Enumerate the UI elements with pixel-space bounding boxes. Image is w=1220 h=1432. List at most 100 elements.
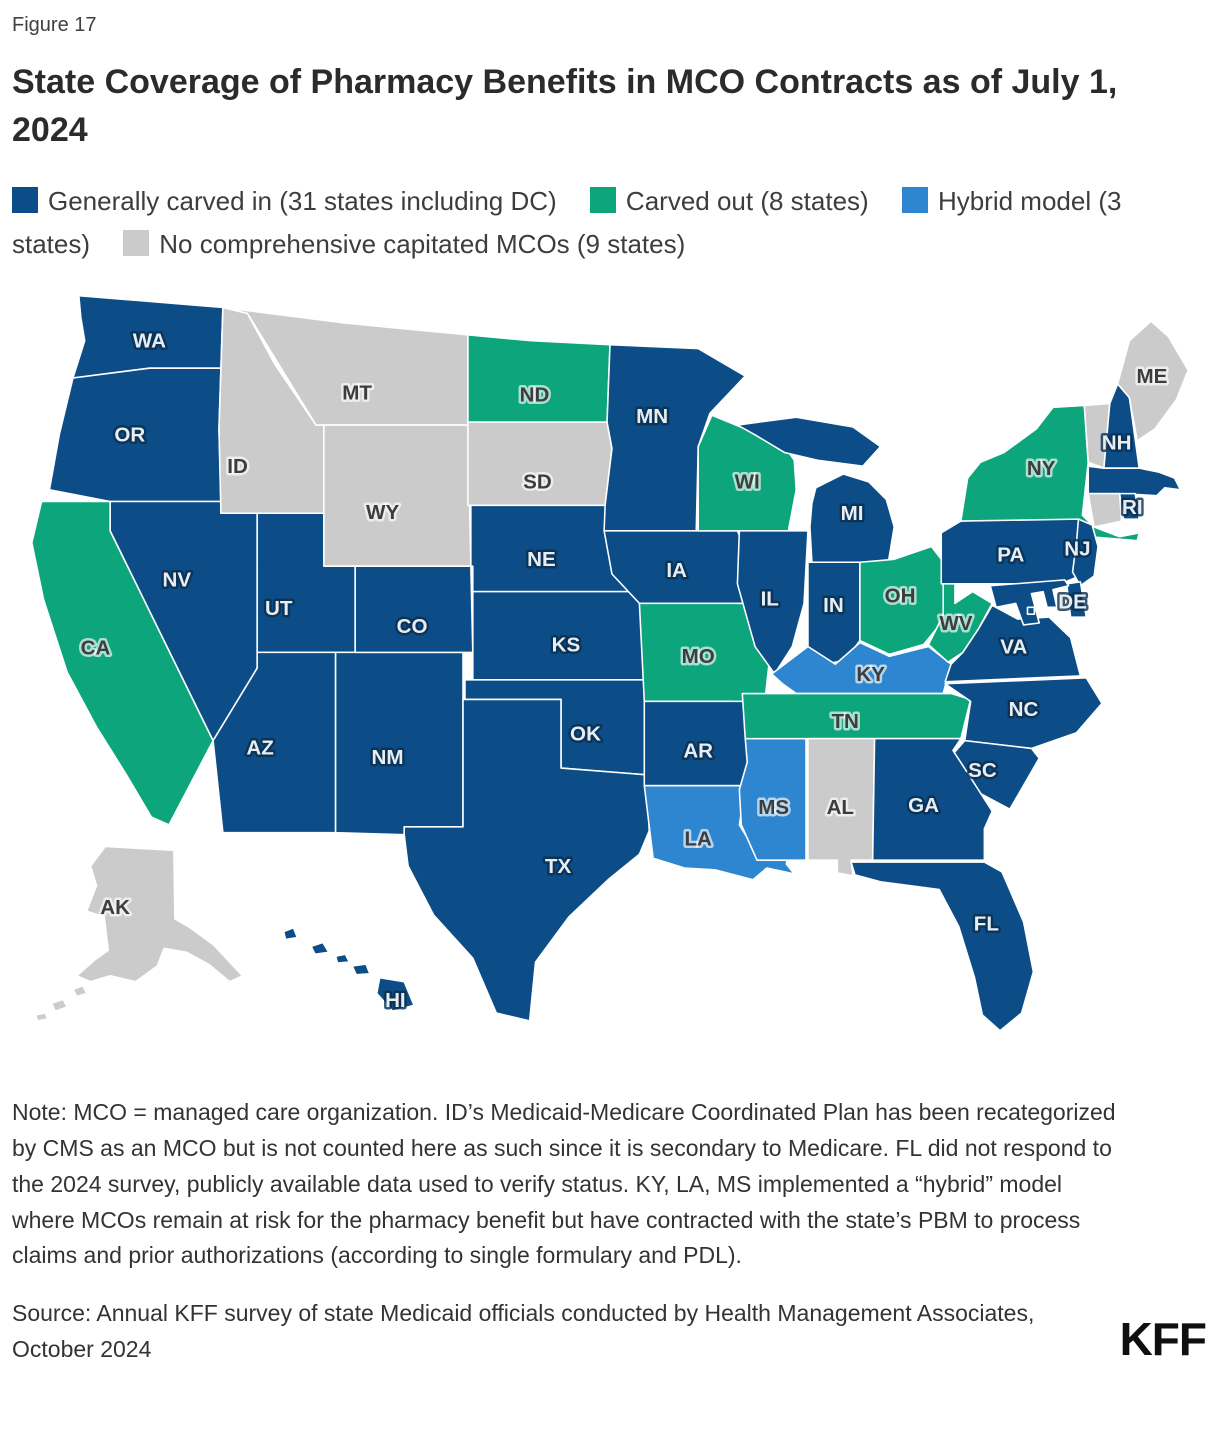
legend-swatch-carved_out — [589, 187, 616, 214]
state-label-NH: NH — [1102, 432, 1132, 455]
state-RI — [1118, 492, 1140, 520]
state-label-OK: OK — [570, 723, 601, 746]
state-label-IL: IL — [761, 587, 779, 610]
state-label-WV: WV — [939, 612, 972, 635]
state-MA — [1087, 465, 1182, 497]
state-label-NC: NC — [1009, 698, 1039, 721]
legend: Generally carved in (31 states including… — [12, 180, 1208, 266]
legend-swatch-carved_in — [12, 187, 38, 214]
state-label-SD: SD — [523, 471, 552, 494]
state-label-AZ: AZ — [246, 736, 273, 759]
state-IL — [736, 530, 809, 675]
legend-swatch-none — [123, 230, 150, 257]
state-label-TN: TN — [831, 710, 858, 733]
state-label-LA: LA — [684, 827, 712, 850]
state-FL — [850, 861, 1035, 1032]
legend-item-carved_in: Generally carved in (31 states including… — [12, 186, 557, 216]
state-AK — [50, 998, 68, 1012]
state-MI — [809, 473, 895, 563]
state-label-KY: KY — [856, 663, 885, 686]
state-MS — [738, 737, 807, 861]
figure-label: Figure 17 — [12, 14, 97, 36]
state-label-NE: NE — [527, 548, 556, 571]
state-label-MN: MN — [636, 405, 668, 428]
state-label-WY: WY — [366, 501, 399, 524]
state-ND — [467, 334, 611, 423]
state-label-MT: MT — [342, 382, 372, 405]
state-HI — [375, 976, 415, 1012]
state-label-FL: FL — [974, 913, 999, 936]
state-WV — [927, 579, 993, 663]
legend-item-carved_out: Carved out (8 states) — [570, 186, 869, 216]
state-HI — [310, 941, 330, 955]
state-label-RI: RI — [1122, 496, 1143, 519]
state-label-WA: WA — [133, 330, 166, 353]
source-text: Source: Annual KFF survey of state Medic… — [12, 1300, 1035, 1363]
us-choropleth-svg: WA OR CA NV ID MT WY UT AZ NM CO ND SD NE KS OK TX MN IA MO… — [31, 294, 1189, 1032]
state-label-AR: AR — [683, 739, 713, 762]
state-VA — [944, 604, 1082, 683]
state-DC — [1026, 606, 1036, 615]
state-label-CO: CO — [397, 615, 428, 638]
note-text: Note: MCO = managed care organization. I… — [12, 1098, 1116, 1269]
state-label-ID: ID — [227, 455, 248, 478]
state-label-CA: CA — [81, 636, 111, 659]
state-AK — [34, 1012, 49, 1022]
legend-label: Carved out (8 states) — [625, 186, 869, 217]
state-HI — [351, 963, 371, 976]
state-AK — [76, 845, 244, 983]
state-HI — [334, 953, 351, 964]
kff-logo: KFF — [1119, 1313, 1207, 1366]
state-label-MO: MO — [682, 645, 715, 668]
state-label-OH: OH — [885, 584, 916, 607]
state-label-NJ: NJ — [1064, 537, 1090, 560]
state-label-NV: NV — [163, 569, 192, 592]
state-label-HI: HI — [385, 989, 406, 1012]
state-CT — [1087, 492, 1123, 528]
state-HI — [282, 926, 299, 941]
state-TN — [741, 692, 972, 740]
state-NJ — [1071, 518, 1099, 587]
legend-item-hybrid: Hybrid model (3 states) — [12, 186, 1121, 259]
state-label-TX: TX — [545, 855, 572, 878]
legend-label: Generally carved in (31 states including… — [48, 186, 557, 217]
state-ME — [1116, 320, 1189, 442]
legend-item-none: No comprehensive capitated MCOs (9 state… — [103, 229, 685, 259]
state-label-NM: NM — [372, 746, 404, 769]
state-label-ND: ND — [520, 383, 550, 406]
state-label-OR: OR — [114, 424, 145, 447]
state-label-IN: IN — [823, 594, 844, 617]
state-MI — [736, 416, 882, 467]
legend-swatch-hybrid — [901, 187, 928, 214]
state-AK — [72, 984, 88, 998]
legend-label: Hybrid model (3 states) — [12, 186, 1122, 260]
state-TX — [403, 698, 650, 1022]
state-NM — [334, 651, 464, 836]
state-DE — [1065, 581, 1088, 618]
state-label-UT: UT — [265, 597, 293, 620]
state-label-MI: MI — [841, 502, 864, 525]
state-NC — [944, 677, 1103, 750]
state-label-DE: DE — [1058, 590, 1087, 613]
state-WY — [323, 424, 472, 567]
state-NY — [960, 404, 1140, 542]
state-label-NY: NY — [1027, 457, 1056, 480]
state-GA — [871, 737, 993, 861]
state-label-AL: AL — [827, 796, 854, 819]
state-label-WI: WI — [735, 471, 760, 494]
state-label-MS: MS — [758, 796, 789, 819]
state-label-PA: PA — [997, 543, 1024, 566]
legend-label: No comprehensive capitated MCOs (9 state… — [159, 229, 686, 260]
state-label-SC: SC — [968, 759, 997, 782]
state-label-AK: AK — [100, 896, 130, 919]
state-label-ME: ME — [1137, 365, 1168, 388]
state-label-VA: VA — [1000, 635, 1027, 658]
state-MD — [989, 579, 1070, 626]
chart-title: State Coverage of Pharmacy Benefits in M… — [12, 63, 1118, 149]
state-label-KS: KS — [552, 633, 581, 656]
state-label-IA: IA — [666, 559, 687, 582]
state-label-GA: GA — [908, 794, 939, 817]
state-KY — [770, 641, 952, 695]
us-map: WA OR CA NV ID MT WY UT AZ NM CO ND SD NE KS OK TX MN IA MO… — [12, 280, 1208, 1069]
